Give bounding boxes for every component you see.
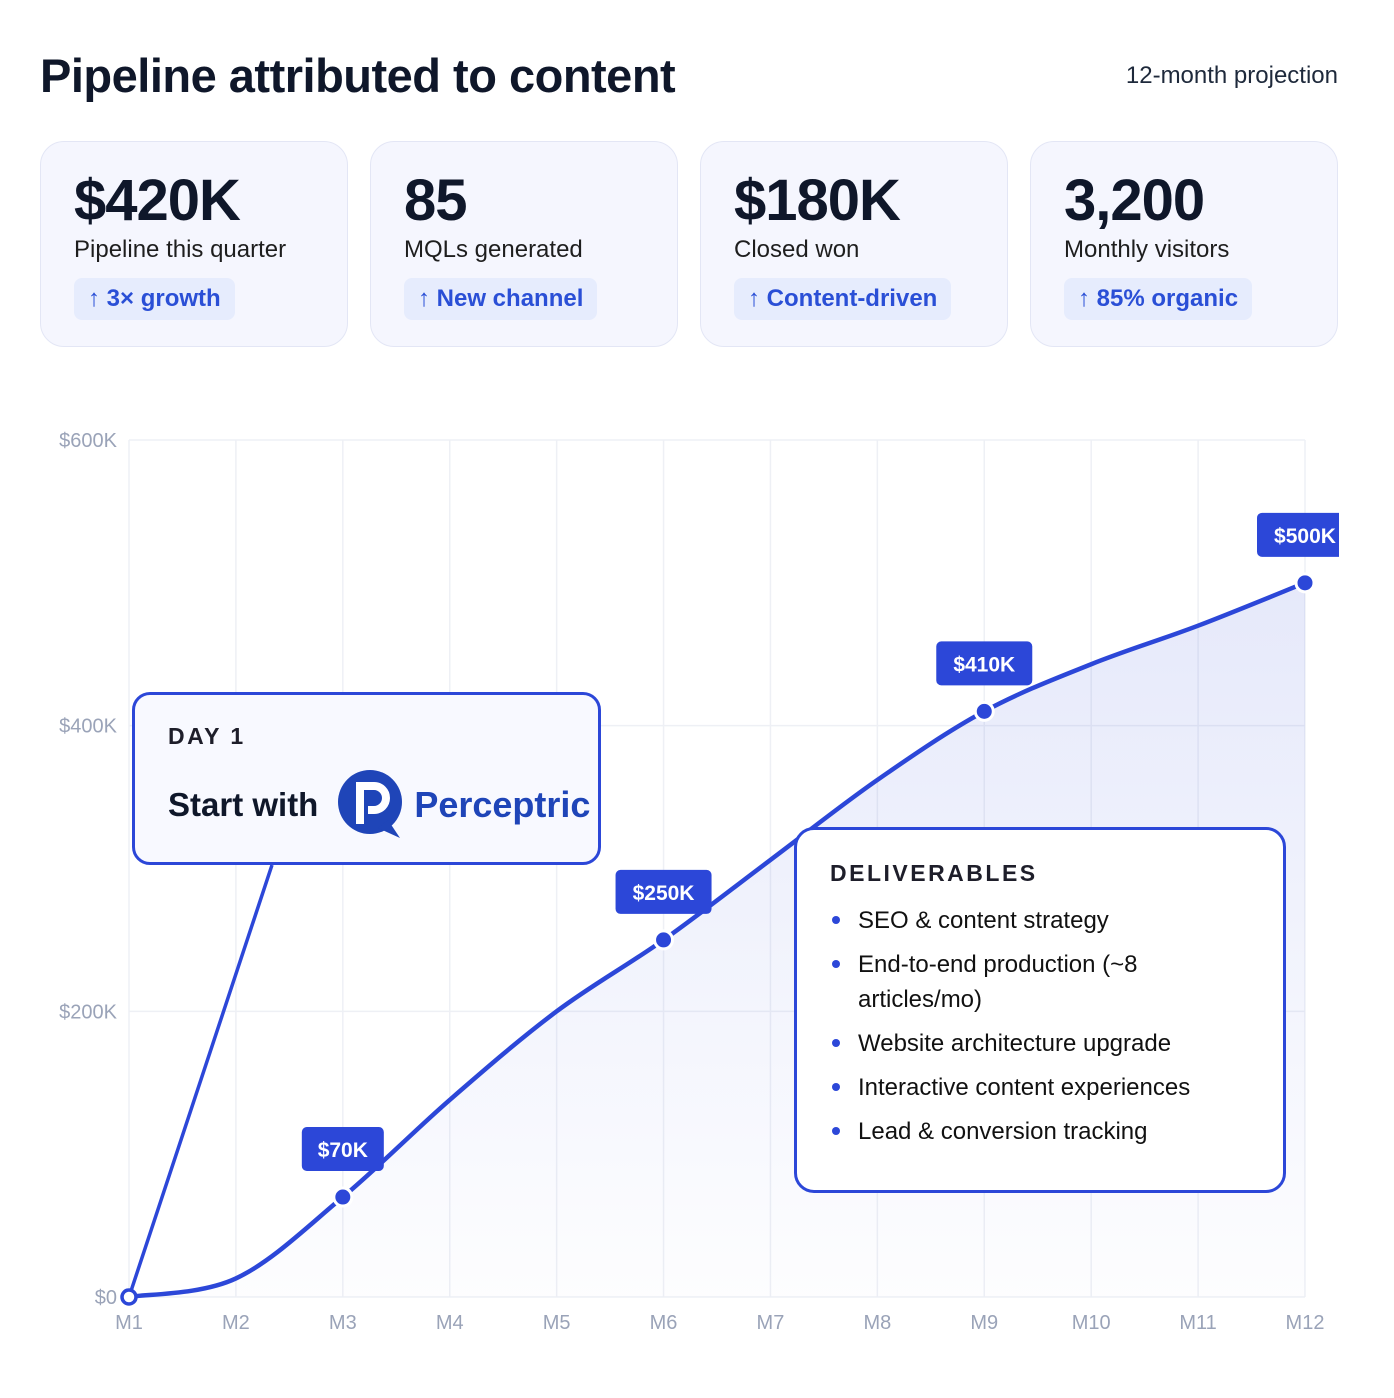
perceptric-logo: Perceptric bbox=[338, 770, 590, 840]
data-point bbox=[973, 700, 995, 722]
x-tick-label: M9 bbox=[970, 1312, 998, 1334]
x-tick-label: M8 bbox=[863, 1312, 891, 1334]
kpi-badge: ↑ 85% organic bbox=[1064, 278, 1253, 320]
kpi-card-visitors: 3,200 Monthly visitors ↑ 85% organic bbox=[1030, 141, 1338, 347]
data-label: $500K bbox=[1274, 525, 1336, 548]
deliverable-item: End-to-end production (~8 articles/mo) bbox=[830, 947, 1250, 1017]
x-tick-label: M1 bbox=[115, 1312, 143, 1334]
kpi-value: $420K bbox=[74, 168, 241, 233]
page-title: Pipeline attributed to content bbox=[40, 49, 676, 102]
kpi-label: Closed won bbox=[734, 236, 860, 263]
deliverables-callout: DELIVERABLES SEO & content strategy End-… bbox=[794, 827, 1286, 1193]
kpi-value: $180K bbox=[734, 168, 901, 233]
deliverable-item: SEO & content strategy bbox=[830, 903, 1250, 938]
data-label-bg bbox=[936, 641, 1033, 686]
y-tick-label: $600K bbox=[59, 430, 117, 452]
perceptric-logo-text: Perceptric bbox=[414, 784, 591, 825]
x-tick-label: M11 bbox=[1179, 1312, 1216, 1334]
kpi-badge: ↑ New channel bbox=[404, 278, 598, 320]
y-tick-label: $400K bbox=[59, 716, 117, 738]
x-tick-label: M2 bbox=[222, 1312, 250, 1334]
y-tick-label: $200K bbox=[59, 1001, 117, 1023]
kpi-card-mqls: 85 MQLs generated ↑ New channel bbox=[370, 141, 678, 347]
x-tick-label: M7 bbox=[757, 1312, 785, 1334]
kpi-badge: ↑ 3× growth bbox=[74, 278, 235, 320]
deliverable-item: Lead & conversion tracking bbox=[830, 1114, 1250, 1149]
day1-text: Start with bbox=[168, 786, 319, 823]
data-point bbox=[653, 929, 675, 951]
day1-kicker: DAY 1 bbox=[168, 723, 246, 749]
deliverable-item: Website architecture upgrade bbox=[830, 1026, 1250, 1061]
x-tick-label: M5 bbox=[543, 1312, 571, 1334]
kpi-card-closed-won: $180K Closed won ↑ Content-driven bbox=[700, 141, 1008, 347]
x-tick-label: M6 bbox=[650, 1312, 678, 1334]
data-point bbox=[1294, 572, 1316, 594]
kpi-label: MQLs generated bbox=[404, 236, 583, 263]
start-point bbox=[120, 1288, 138, 1306]
y-tick-label: $0 bbox=[95, 1287, 117, 1309]
deliverables-title: DELIVERABLES bbox=[830, 860, 1038, 886]
data-label-bg bbox=[615, 869, 712, 914]
x-tick-label: M10 bbox=[1072, 1312, 1111, 1334]
kpi-label: Pipeline this quarter bbox=[74, 236, 287, 263]
data-label: $70K bbox=[318, 1139, 368, 1162]
x-tick-label: M3 bbox=[329, 1312, 357, 1334]
data-label-bg bbox=[301, 1127, 384, 1172]
day1-callout: DAY 1 Start with Perceptric bbox=[132, 692, 601, 865]
kpi-card-pipeline: $420K Pipeline this quarter ↑ 3× growth bbox=[40, 141, 348, 347]
perceptric-logo-icon bbox=[338, 770, 403, 838]
kpi-cards: $420K Pipeline this quarter ↑ 3× growth 85… bbox=[40, 141, 1338, 347]
kpi-value: 3,200 bbox=[1064, 168, 1205, 233]
deliverable-item: Interactive content experiences bbox=[830, 1070, 1250, 1105]
kpi-badge: ↑ Content-driven bbox=[734, 278, 952, 320]
data-point bbox=[332, 1186, 354, 1208]
projection-label: 12-month projection bbox=[1125, 62, 1338, 89]
data-label: $250K bbox=[633, 882, 695, 905]
kpi-value: 85 bbox=[404, 168, 468, 233]
x-tick-label: M12 bbox=[1286, 1312, 1325, 1334]
data-label: $410K bbox=[953, 653, 1015, 676]
day1-connector bbox=[127, 864, 274, 1298]
data-label-bg bbox=[1257, 512, 1339, 557]
kpi-label: Monthly visitors bbox=[1064, 236, 1230, 263]
x-tick-label: M4 bbox=[436, 1312, 464, 1334]
